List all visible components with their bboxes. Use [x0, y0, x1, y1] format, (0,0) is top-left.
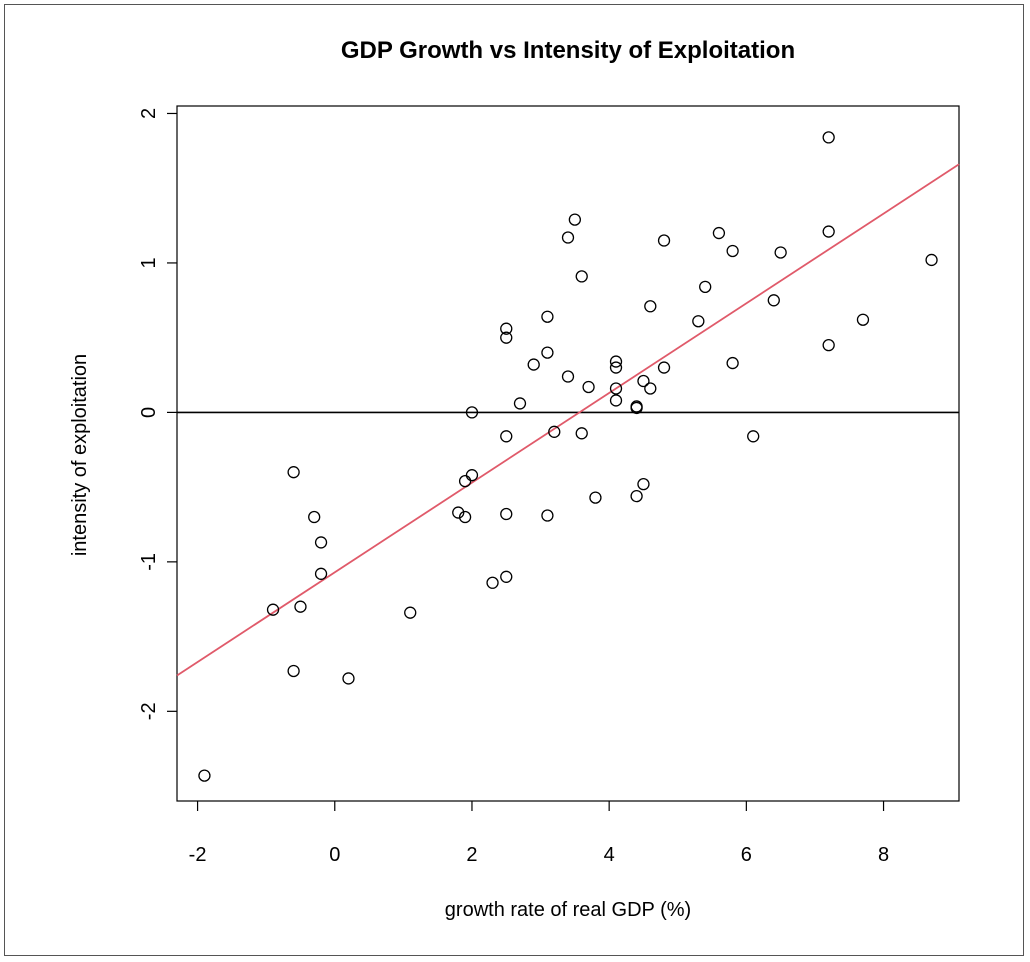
data-point: [692, 315, 705, 328]
data-point: [767, 294, 780, 307]
data-point: [548, 425, 561, 438]
data-point: [287, 664, 300, 678]
data-point: [644, 300, 657, 313]
data-point: [822, 131, 835, 144]
data-point: [500, 570, 513, 583]
data-point: [637, 477, 650, 491]
data-point: [294, 600, 307, 613]
x-tick-label: 0: [329, 844, 340, 866]
data-point: [630, 489, 643, 503]
data-point: [541, 509, 554, 522]
data-point: [561, 231, 575, 244]
data-point: [609, 382, 623, 395]
y-tick-label: 2: [138, 108, 160, 119]
data-point: [513, 397, 527, 410]
data-point: [568, 213, 582, 226]
data-point: [609, 394, 623, 407]
data-point: [582, 380, 595, 394]
data-point: [726, 356, 739, 370]
y-tick-label: -2: [138, 702, 160, 720]
data-point: [561, 370, 575, 383]
y-tick-label: 0: [138, 407, 160, 418]
data-point: [404, 606, 417, 619]
data-point: [630, 401, 643, 415]
y-tick-label: -1: [138, 553, 160, 571]
data-point: [308, 510, 321, 524]
data-point: [699, 280, 712, 293]
data-point: [925, 253, 938, 267]
data-point: [609, 355, 623, 368]
regression-line: [176, 163, 960, 677]
figure-frame: [4, 4, 1024, 956]
data-point: [575, 270, 588, 283]
y-axis-label: intensity of exploitation: [69, 354, 91, 556]
plot-area-border: [176, 105, 960, 802]
data-point: [637, 374, 650, 388]
x-tick-label: 4: [604, 844, 615, 866]
data-point: [342, 672, 355, 685]
data-point: [287, 466, 300, 479]
x-tick-label: 6: [741, 844, 752, 866]
data-point: [314, 536, 328, 549]
data-point: [609, 361, 623, 374]
data-point: [541, 310, 554, 323]
data-point: [500, 331, 513, 344]
data-point: [314, 567, 328, 580]
data-point: [527, 358, 540, 371]
data-point: [500, 322, 513, 335]
data-point: [644, 382, 657, 395]
data-point: [726, 244, 739, 258]
data-point: [198, 769, 211, 782]
data-point: [500, 430, 513, 443]
data-point: [575, 427, 588, 440]
data-point: [541, 346, 554, 359]
data-point: [500, 507, 513, 521]
data-point: [712, 226, 726, 240]
data-points: [198, 131, 938, 782]
x-tick-label: -2: [189, 844, 207, 866]
data-point: [822, 338, 835, 352]
y-axis: -2 -1 0 1 2: [138, 108, 177, 720]
data-point: [458, 475, 472, 488]
x-axis: -2 0 2 4 6 8: [189, 801, 889, 866]
data-point: [856, 313, 870, 326]
plot-lines: [176, 163, 960, 677]
data-point: [774, 246, 787, 259]
data-point: [486, 576, 499, 589]
data-point: [822, 225, 835, 238]
x-tick-label: 2: [466, 844, 477, 866]
data-point: [747, 430, 760, 443]
x-axis-label: growth rate of real GDP (%): [445, 899, 691, 921]
data-point: [458, 510, 472, 524]
y-tick-label: 1: [138, 257, 160, 268]
data-point: [657, 234, 671, 247]
chart-title: GDP Growth vs Intensity of Exploitation: [341, 37, 795, 64]
data-point: [465, 406, 479, 419]
data-point: [266, 603, 280, 616]
x-tick-label: 8: [878, 844, 889, 866]
data-point: [657, 361, 671, 374]
data-point: [465, 469, 479, 482]
data-point: [452, 506, 465, 519]
data-point: [589, 491, 602, 504]
